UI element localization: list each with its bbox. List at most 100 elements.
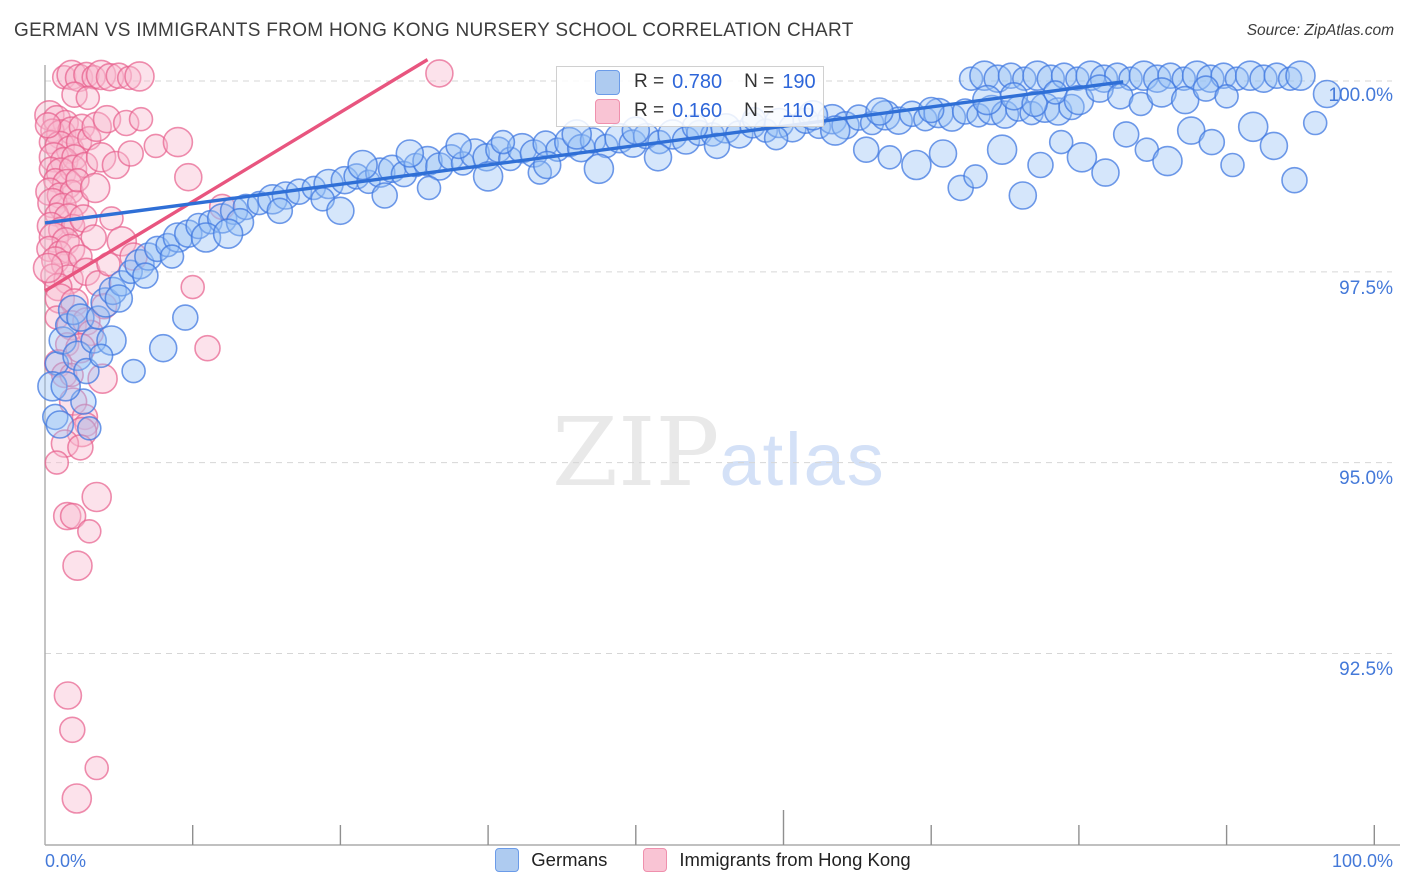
data-point-hongkong[interactable]	[34, 112, 62, 139]
data-point-german[interactable]	[1302, 110, 1328, 136]
data-point-german[interactable]	[763, 125, 789, 151]
data-point-german[interactable]	[77, 415, 102, 441]
data-point-hongkong[interactable]	[75, 85, 101, 111]
data-point-german[interactable]	[1281, 166, 1308, 194]
data-point-hongkong[interactable]	[54, 233, 86, 265]
data-point-german[interactable]	[643, 143, 673, 172]
data-point-hongkong[interactable]	[84, 755, 109, 781]
data-point-german[interactable]	[66, 303, 95, 332]
data-point-german[interactable]	[73, 357, 100, 385]
data-point-hongkong[interactable]	[52, 501, 82, 531]
data-point-hongkong[interactable]	[81, 481, 112, 513]
data-point-german[interactable]	[1065, 66, 1090, 91]
data-point-german[interactable]	[1170, 85, 1200, 115]
data-point-german[interactable]	[132, 262, 159, 289]
data-point-hongkong[interactable]	[53, 681, 83, 710]
data-point-hongkong[interactable]	[45, 119, 77, 150]
data-point-german[interactable]	[1008, 181, 1038, 210]
data-point-german[interactable]	[1021, 90, 1048, 118]
data-point-hongkong[interactable]	[105, 62, 133, 89]
data-point-hongkong[interactable]	[36, 211, 66, 241]
data-point-german[interactable]	[212, 218, 244, 249]
data-point-hongkong[interactable]	[85, 142, 117, 173]
data-point-german[interactable]	[963, 164, 988, 189]
data-point-german[interactable]	[1091, 158, 1120, 187]
data-point-german[interactable]	[1237, 111, 1269, 143]
data-point-hongkong[interactable]	[194, 334, 221, 362]
data-point-german[interactable]	[884, 106, 914, 135]
data-point-german[interactable]	[266, 197, 294, 225]
data-point-german[interactable]	[819, 115, 851, 146]
data-point-hongkong[interactable]	[143, 133, 169, 159]
data-point-german[interactable]	[1085, 74, 1114, 103]
data-point-german[interactable]	[958, 66, 984, 91]
data-point-german[interactable]	[1259, 131, 1289, 161]
data-point-german[interactable]	[326, 196, 355, 226]
data-point-hongkong[interactable]	[128, 106, 154, 132]
data-point-hongkong[interactable]	[49, 146, 79, 176]
data-point-german[interactable]	[121, 358, 146, 384]
data-point-hongkong[interactable]	[162, 126, 194, 158]
data-point-german[interactable]	[371, 182, 399, 209]
data-point-german[interactable]	[1214, 84, 1239, 109]
data-point-hongkong[interactable]	[180, 274, 205, 300]
data-point-hongkong[interactable]	[50, 429, 80, 458]
data-point-german[interactable]	[172, 304, 199, 331]
data-point-german[interactable]	[1285, 60, 1316, 91]
data-point-german[interactable]	[445, 132, 472, 160]
data-point-hongkong[interactable]	[117, 140, 144, 167]
data-point-hongkong[interactable]	[425, 59, 454, 88]
data-point-german[interactable]	[928, 139, 958, 168]
data-point-hongkong[interactable]	[101, 150, 131, 180]
data-point-german[interactable]	[395, 139, 425, 168]
data-point-german[interactable]	[225, 207, 255, 237]
data-point-hongkong[interactable]	[59, 502, 87, 530]
data-point-german[interactable]	[1048, 129, 1074, 155]
data-point-german[interactable]	[1198, 128, 1226, 156]
data-point-german[interactable]	[1012, 66, 1037, 91]
data-point-german[interactable]	[57, 294, 89, 326]
data-point-german[interactable]	[1152, 145, 1183, 177]
data-point-german[interactable]	[1277, 66, 1303, 91]
data-point-german[interactable]	[1171, 66, 1197, 91]
data-point-german[interactable]	[1312, 79, 1342, 109]
data-point-german[interactable]	[416, 175, 442, 201]
data-point-german[interactable]	[583, 153, 615, 185]
data-point-hongkong[interactable]	[124, 61, 155, 92]
data-point-hongkong[interactable]	[62, 550, 93, 582]
data-point-hongkong[interactable]	[44, 450, 70, 475]
data-point-hongkong[interactable]	[79, 172, 111, 204]
data-point-german[interactable]	[901, 149, 932, 181]
data-point-hongkong[interactable]	[32, 252, 64, 284]
data-point-german[interactable]	[917, 96, 945, 124]
data-point-hongkong[interactable]	[65, 167, 90, 193]
data-point-german[interactable]	[37, 370, 68, 402]
data-point-german[interactable]	[50, 370, 81, 402]
data-point-hongkong[interactable]	[59, 716, 86, 744]
data-point-german[interactable]	[877, 145, 903, 170]
data-point-hongkong[interactable]	[95, 62, 125, 92]
data-point-german[interactable]	[1066, 142, 1098, 173]
data-point-german[interactable]	[1176, 116, 1206, 145]
data-point-german[interactable]	[852, 136, 880, 163]
data-point-hongkong[interactable]	[80, 224, 107, 251]
data-point-german[interactable]	[1220, 152, 1245, 178]
data-point-hongkong[interactable]	[112, 109, 140, 137]
data-point-hongkong[interactable]	[87, 363, 118, 395]
data-point-german[interactable]	[104, 284, 134, 313]
data-point-german[interactable]	[490, 129, 516, 155]
data-point-hongkong[interactable]	[37, 187, 68, 219]
data-point-german[interactable]	[472, 161, 504, 192]
data-point-german[interactable]	[986, 134, 1018, 165]
data-point-german[interactable]	[1112, 121, 1140, 148]
data-point-german[interactable]	[96, 325, 127, 356]
data-point-german[interactable]	[1196, 64, 1225, 93]
data-point-german[interactable]	[1146, 77, 1177, 108]
data-point-german[interactable]	[85, 305, 111, 330]
data-point-german[interactable]	[1027, 151, 1054, 179]
data-point-german[interactable]	[159, 244, 185, 269]
data-point-german[interactable]	[347, 149, 378, 181]
data-point-german[interactable]	[88, 343, 114, 369]
data-point-german[interactable]	[148, 333, 178, 363]
data-point-hongkong[interactable]	[61, 783, 93, 814]
